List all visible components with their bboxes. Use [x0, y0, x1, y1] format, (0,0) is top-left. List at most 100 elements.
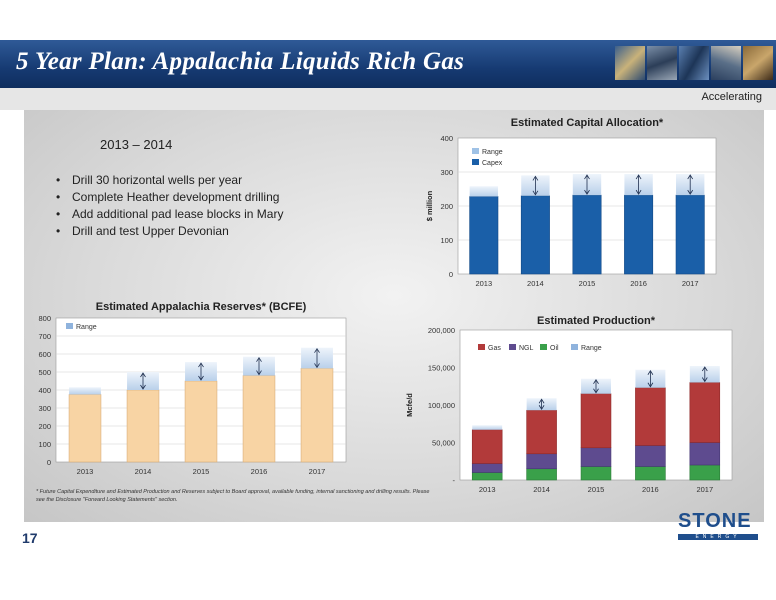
- y-tick-label: 100,000: [428, 401, 455, 410]
- bar-range: [469, 186, 498, 197]
- range-arrow-head: [635, 189, 642, 195]
- slide-title: 5 Year Plan: Appalachia Liquids Rich Gas: [16, 48, 465, 75]
- legend-swatch: [478, 344, 485, 350]
- bar-capex: [469, 196, 499, 275]
- x-tick-label: 2014: [135, 467, 152, 476]
- range-arrow-head: [687, 189, 694, 195]
- x-tick-label: 2016: [630, 279, 647, 288]
- range-arrow-head: [647, 369, 654, 375]
- accelerating-tag: Accelerating: [701, 91, 762, 103]
- reserves-chart: Estimated Appalachia Reserves* (BCFE) 0 10…: [38, 301, 347, 476]
- bar-base: [300, 368, 334, 463]
- y-axis-label: Mcfe/d: [405, 393, 414, 417]
- title-bar: [0, 40, 776, 88]
- bar-gas: [689, 382, 721, 443]
- sub-header-bar: [0, 88, 776, 110]
- plan-bullet: Drill and test Upper Devonian: [56, 223, 283, 240]
- logo-word: STONE: [678, 510, 752, 532]
- range-arrow-head: [635, 174, 642, 180]
- bar-base: [68, 394, 102, 463]
- plan-bullets: Drill 30 horizontal wells per year Compl…: [56, 172, 283, 240]
- x-tick-label: 2014: [533, 485, 550, 494]
- logo-sub: ENERGY: [678, 534, 758, 540]
- range-arrow-head: [198, 362, 204, 368]
- y-tick-label: 150,000: [428, 364, 455, 373]
- legend-swatch: [66, 323, 73, 329]
- legend-label: Capex: [482, 160, 503, 167]
- range-arrow-head: [140, 384, 146, 390]
- bar-base: [242, 375, 276, 463]
- capital-allocation-chart: Estimated Capital Allocation* 0 100 200 300 4…: [425, 117, 717, 288]
- bar-gas: [471, 429, 503, 464]
- y-tick-label: 800: [38, 314, 51, 323]
- x-tick-label: 2015: [193, 467, 210, 476]
- legend-swatch: [509, 344, 516, 350]
- bar-ngl: [689, 442, 721, 466]
- y-tick-label: 700: [38, 332, 51, 341]
- bar-ngl: [471, 463, 503, 473]
- bar-capex: [572, 194, 602, 275]
- legend-label: Range: [76, 324, 97, 331]
- range-arrow-head: [198, 375, 204, 381]
- chart-title: Estimated Appalachia Reserves* (BCFE): [96, 301, 307, 313]
- range-arrow-head: [140, 372, 146, 378]
- header-photo-strip: [615, 46, 773, 80]
- range-arrow-head: [538, 405, 545, 411]
- x-tick-label: 2017: [696, 485, 713, 494]
- plan-bullet: Add additional pad lease blocks in Mary: [56, 206, 283, 223]
- bar-range: [69, 387, 101, 395]
- footnote: * Future Capital Expenditure and Estimat…: [36, 489, 430, 503]
- bar-gas: [580, 393, 612, 449]
- bar-gas: [526, 409, 557, 455]
- bar-ngl: [526, 453, 557, 470]
- page-number: 17: [22, 530, 38, 546]
- y-tick-label: 500: [38, 368, 51, 377]
- y-tick-label: 300: [440, 168, 453, 177]
- bar-capex: [675, 194, 705, 275]
- y-tick-label: -: [453, 476, 456, 485]
- range-arrow-head: [647, 382, 654, 388]
- x-tick-label: 2014: [527, 279, 544, 288]
- plan-bullet: Complete Heather development drilling: [56, 189, 283, 206]
- bar-ngl: [580, 447, 612, 467]
- bar-base: [184, 380, 218, 463]
- bar-gas: [635, 387, 666, 446]
- chart-title: Estimated Capital Allocation*: [511, 117, 664, 129]
- x-tick-label: 2013: [475, 279, 492, 288]
- bar-ngl: [635, 445, 666, 467]
- y-tick-label: 100: [440, 236, 453, 245]
- stone-energy-logo: STONE ENERGY: [678, 510, 758, 540]
- y-tick-label: 400: [440, 134, 453, 143]
- range-arrow-head: [701, 377, 708, 383]
- y-tick-label: 50,000: [432, 439, 455, 448]
- x-tick-label: 2016: [642, 485, 659, 494]
- x-tick-label: 2015: [588, 485, 605, 494]
- bar-capex: [520, 195, 550, 275]
- x-tick-label: 2015: [579, 279, 596, 288]
- y-tick-label: 200: [440, 202, 453, 211]
- range-arrow-head: [584, 189, 590, 195]
- y-tick-label: 300: [38, 404, 51, 413]
- range-arrow-head: [593, 388, 599, 394]
- legend-swatch: [472, 148, 479, 154]
- y-tick-label: 200,000: [428, 326, 455, 335]
- y-axis-label: $ million: [425, 190, 434, 221]
- bar-oil: [526, 468, 557, 481]
- bar-oil: [580, 466, 612, 481]
- y-tick-label: 400: [38, 386, 51, 395]
- bar-oil: [471, 472, 503, 481]
- x-tick-label: 2013: [479, 485, 496, 494]
- bar-base: [126, 389, 160, 463]
- y-tick-label: 0: [449, 270, 453, 279]
- x-tick-label: 2016: [251, 467, 268, 476]
- legend-label: Range: [581, 345, 602, 352]
- range-arrow-head: [256, 356, 262, 362]
- y-tick-label: 600: [38, 350, 51, 359]
- bar-capex: [624, 194, 654, 275]
- legend-label: NGL: [519, 345, 534, 352]
- y-tick-label: 100: [38, 440, 51, 449]
- range-arrow-head: [701, 366, 708, 372]
- range-arrow-head: [256, 370, 262, 376]
- x-tick-label: 2017: [682, 279, 699, 288]
- legend-swatch: [571, 344, 578, 350]
